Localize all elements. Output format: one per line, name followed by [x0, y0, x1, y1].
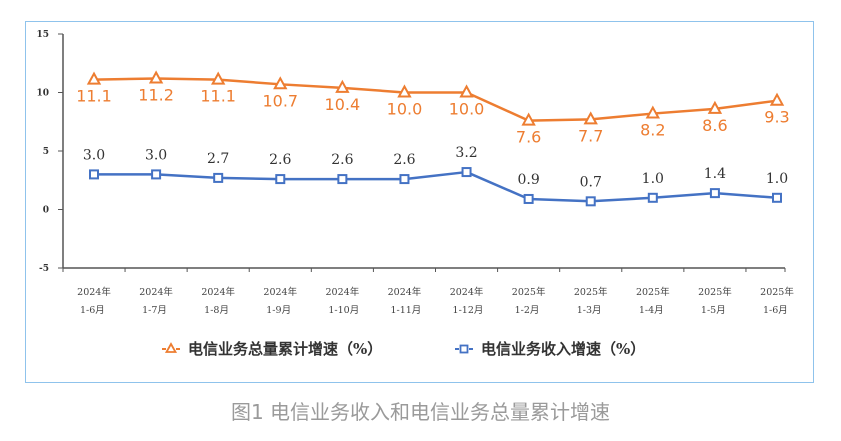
data-label: 11.1	[200, 87, 236, 106]
data-label: 7.7	[578, 126, 603, 145]
x-tick-label-period: 1-12月	[453, 305, 484, 316]
x-tick-label-period: 1-3月	[577, 305, 602, 316]
data-label: 10.7	[262, 91, 298, 110]
y-tick-label: 10	[36, 89, 49, 99]
square-marker	[151, 169, 162, 180]
square-marker	[585, 196, 596, 207]
data-label: 1.0	[642, 171, 664, 187]
data-label: 2.6	[331, 152, 353, 168]
legend-label: 电信业务收入增速（%）	[481, 340, 645, 358]
y-tick-label: 0	[43, 206, 49, 216]
x-tick-label-period: 1-9月	[266, 305, 291, 316]
square-marker	[337, 174, 348, 185]
triangle-marker	[645, 105, 661, 119]
y-tick-label: 5	[43, 147, 49, 157]
x-tick-label-period: 1-8月	[204, 305, 229, 316]
data-label: 9.3	[764, 108, 789, 127]
data-label: 10.0	[387, 100, 423, 119]
x-tick-label-period: 1-6月	[80, 305, 105, 316]
x-tick-label-period: 1-11月	[390, 305, 421, 316]
data-label: 8.6	[702, 116, 727, 135]
data-label: 10.0	[449, 100, 485, 119]
data-label: 2.6	[269, 152, 291, 168]
data-label: 2.6	[393, 152, 415, 168]
triangle-marker	[335, 79, 350, 93]
y-tick-label: 15	[36, 30, 49, 40]
data-label: 10.4	[325, 95, 361, 114]
x-tick-label-period: 1-5月	[701, 305, 726, 316]
square-marker	[461, 167, 472, 178]
figure-caption: 图1 电信业务收入和电信业务总量累计增速	[230, 400, 611, 424]
square-marker	[275, 174, 286, 185]
x-tick-label-period: 1-4月	[639, 305, 664, 316]
x-tick-label-year: 2025年	[760, 286, 794, 298]
triangle-marker	[86, 71, 102, 85]
x-tick-label-year: 2025年	[698, 286, 732, 298]
triangle-marker	[521, 112, 536, 126]
square-marker	[772, 192, 782, 203]
triangle-marker	[273, 76, 288, 90]
data-label: 0.7	[580, 174, 602, 190]
square-marker	[399, 174, 410, 185]
series-line-2	[94, 170, 778, 203]
legend-square-icon	[459, 344, 469, 354]
x-tick-label-year: 2024年	[201, 286, 235, 298]
x-tick-label-year: 2024年	[139, 286, 173, 298]
x-tick-label-year: 2024年	[77, 286, 111, 298]
series-line-1	[93, 77, 778, 122]
legend-label: 电信业务总量累计增速（%）	[188, 340, 382, 358]
x-tick-label-year: 2025年	[512, 286, 546, 298]
square-marker	[89, 169, 99, 180]
triangle-marker	[769, 92, 785, 106]
data-label: 1.4	[704, 166, 726, 182]
triangle-marker	[210, 71, 226, 85]
x-tick-label-year: 2024年	[326, 286, 360, 298]
x-tick-label-period: 1-7月	[142, 305, 167, 316]
square-marker	[523, 193, 534, 204]
triangle-marker	[397, 84, 412, 98]
data-label: 1.0	[766, 171, 788, 187]
triangle-marker	[583, 111, 598, 125]
y-tick-label: -5	[39, 264, 49, 274]
square-marker	[213, 172, 224, 183]
triangle-marker	[707, 100, 723, 114]
x-tick-label-year: 2024年	[450, 286, 484, 298]
x-tick-label-period: 1-6月	[763, 305, 788, 316]
data-label: 8.2	[640, 121, 665, 140]
triangle-marker	[148, 70, 164, 84]
square-marker	[709, 188, 720, 199]
x-tick-label-period: 1-10月	[328, 305, 359, 316]
data-label: 3.2	[455, 145, 477, 161]
data-label: 7.6	[516, 128, 541, 147]
data-label: 11.1	[76, 87, 112, 106]
x-tick-label-year: 2025年	[636, 286, 670, 298]
data-label: 3.0	[83, 147, 105, 163]
x-tick-label-year: 2025年	[574, 286, 608, 298]
legend-triangle-icon	[164, 342, 178, 353]
triangle-marker	[459, 84, 474, 98]
x-tick-label-year: 2024年	[263, 286, 297, 298]
data-label: 2.7	[207, 151, 229, 167]
data-label: 3.0	[145, 147, 167, 163]
x-tick-label-year: 2024年	[388, 286, 422, 298]
data-label: 11.2	[138, 85, 174, 104]
square-marker	[647, 192, 658, 203]
data-label: 0.9	[518, 172, 540, 188]
x-tick-label-period: 1-2月	[515, 305, 540, 316]
